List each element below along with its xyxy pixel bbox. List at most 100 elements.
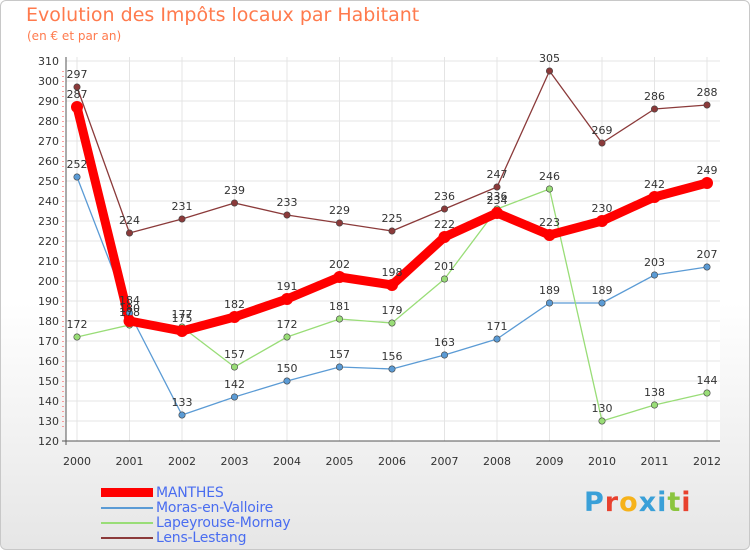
- y-tick-label: 120: [38, 435, 59, 448]
- data-label-lapeyrouse-mornay: 138: [644, 386, 665, 399]
- point-lens-lestang: [126, 229, 134, 237]
- data-label-manthes: 234: [487, 194, 508, 207]
- point-manthes: [71, 101, 83, 113]
- point-manthes: [281, 293, 293, 305]
- point-moras-en-valloire: [703, 263, 711, 271]
- y-tick-label: 170: [38, 335, 59, 348]
- point-lapeyrouse-mornay: [703, 389, 711, 397]
- point-manthes: [386, 279, 398, 291]
- data-label-manthes: 198: [382, 266, 403, 279]
- point-lapeyrouse-mornay: [650, 401, 658, 409]
- y-tick-label: 270: [38, 135, 59, 148]
- logo-letter: r: [604, 487, 620, 518]
- data-label-manthes: 222: [434, 218, 455, 231]
- chart-title: Evolution des Impôts locaux par Habitant: [26, 4, 420, 26]
- y-tick-label: 200: [38, 275, 59, 288]
- data-label-manthes: 175: [172, 312, 193, 325]
- data-label-manthes: 191: [277, 280, 298, 293]
- y-tick-label: 160: [38, 355, 59, 368]
- legend-swatch: [101, 506, 153, 509]
- plot-area: [66, 57, 720, 441]
- point-moras-en-valloire: [388, 365, 396, 373]
- data-label-lens-lestang: 297: [67, 68, 88, 81]
- data-label-lens-lestang: 231: [172, 200, 193, 213]
- data-label-moras-en-valloire: 150: [277, 362, 298, 375]
- data-label-lens-lestang: 239: [224, 184, 245, 197]
- y-tick-label: 210: [38, 255, 59, 268]
- x-tick-label: 2002: [168, 455, 196, 468]
- x-tick-label: 2005: [326, 455, 354, 468]
- data-label-moras-en-valloire: 189: [592, 284, 613, 297]
- legend-item: MANTHES: [101, 484, 291, 501]
- x-tick-label: 2011: [641, 455, 669, 468]
- point-lapeyrouse-mornay: [283, 333, 291, 341]
- point-lens-lestang: [598, 139, 606, 147]
- logo-letter: x: [638, 487, 658, 518]
- point-lens-lestang: [283, 211, 291, 219]
- data-label-lens-lestang: 247: [487, 168, 508, 181]
- data-label-lapeyrouse-mornay: 172: [67, 318, 88, 331]
- data-label-moras-en-valloire: 252: [67, 158, 88, 171]
- point-moras-en-valloire: [493, 335, 501, 343]
- legend-label: Moras-en-Valloire: [156, 499, 274, 516]
- x-tick-label: 2012: [693, 455, 721, 468]
- point-lens-lestang: [335, 219, 343, 227]
- point-moras-en-valloire: [598, 299, 606, 307]
- y-tick-label: 260: [38, 155, 59, 168]
- data-label-moras-en-valloire: 133: [172, 396, 193, 409]
- point-moras-en-valloire: [73, 173, 81, 181]
- chart-subtitle: (en € et par an): [27, 29, 122, 43]
- data-label-lapeyrouse-mornay: 157: [224, 348, 245, 361]
- data-label-lapeyrouse-mornay: 144: [697, 374, 718, 387]
- data-label-lapeyrouse-mornay: 246: [539, 170, 560, 183]
- data-label-lapeyrouse-mornay: 172: [277, 318, 298, 331]
- point-lens-lestang: [440, 205, 448, 213]
- point-moras-en-valloire: [178, 411, 186, 419]
- data-label-lens-lestang: 286: [644, 90, 665, 103]
- x-tick-label: 2008: [483, 455, 511, 468]
- point-lens-lestang: [178, 215, 186, 223]
- logo-letter: t: [667, 487, 682, 518]
- x-tick-label: 2000: [63, 455, 91, 468]
- data-label-manthes: 249: [697, 164, 718, 177]
- data-label-manthes: 287: [67, 88, 88, 101]
- y-tick-label: 140: [38, 395, 59, 408]
- x-tick-label: 2003: [221, 455, 249, 468]
- data-label-moras-en-valloire: 189: [539, 284, 560, 297]
- point-moras-en-valloire: [335, 363, 343, 371]
- y-tick-label: 250: [38, 175, 59, 188]
- y-tick-label: 180: [38, 315, 59, 328]
- point-manthes: [176, 325, 188, 337]
- data-label-lapeyrouse-mornay: 236: [487, 190, 508, 203]
- data-label-lens-lestang: 269: [592, 124, 613, 137]
- point-moras-en-valloire: [440, 351, 448, 359]
- data-label-lens-lestang: 229: [329, 204, 350, 217]
- data-label-moras-en-valloire: 142: [224, 378, 245, 391]
- legend-item: Lens-Lestang: [101, 530, 291, 546]
- data-label-lapeyrouse-mornay: 201: [434, 260, 455, 273]
- point-lens-lestang: [703, 101, 711, 109]
- x-tick-label: 2007: [431, 455, 459, 468]
- point-moras-en-valloire: [545, 299, 553, 307]
- legend-label: MANTHES: [156, 484, 224, 501]
- data-label-manthes: 202: [329, 258, 350, 271]
- logo-letter: o: [619, 487, 639, 518]
- point-lapeyrouse-mornay: [545, 185, 553, 193]
- point-manthes: [123, 315, 136, 327]
- logo-letter: i: [681, 487, 692, 518]
- data-label-moras-en-valloire: 203: [644, 256, 665, 269]
- data-label-lapeyrouse-mornay: 178: [119, 306, 140, 319]
- logo-letter: P: [584, 487, 605, 518]
- data-label-moras-en-valloire: 207: [697, 248, 718, 261]
- point-lens-lestang: [388, 227, 396, 235]
- point-lens-lestang: [650, 105, 658, 113]
- point-moras-en-valloire: [650, 271, 658, 279]
- logo-letter: i: [657, 487, 668, 518]
- x-tick-label: 2010: [588, 455, 616, 468]
- x-tick-label: 2001: [116, 455, 144, 468]
- data-label-manthes: 223: [539, 216, 560, 229]
- data-label-manthes: 182: [224, 298, 245, 311]
- point-manthes: [701, 177, 713, 189]
